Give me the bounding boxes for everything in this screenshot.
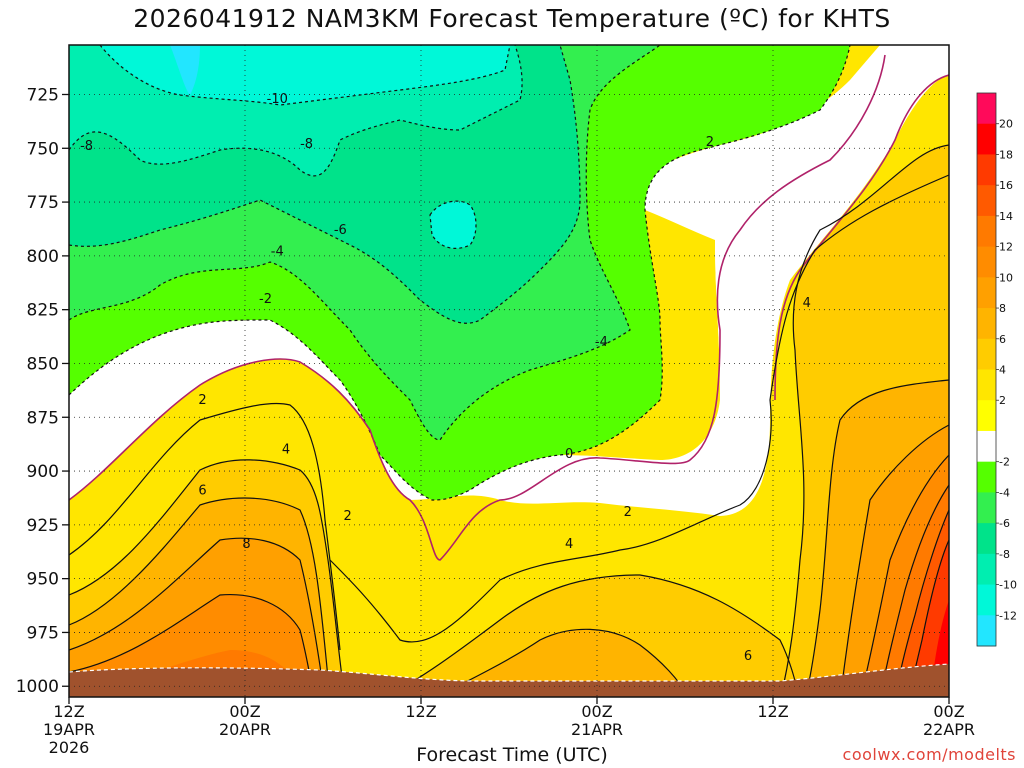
- colorbar-segment: [977, 615, 996, 647]
- plot-frame: [68, 44, 950, 698]
- colorbar-segment: [977, 523, 996, 555]
- x-tick-text: 00Z: [229, 702, 260, 721]
- colorbar-label: 2: [999, 394, 1006, 407]
- contour-label: 2: [198, 393, 206, 408]
- contour-label: 6: [744, 649, 752, 664]
- x-tick-text: 12Z: [757, 702, 788, 721]
- x-axis-label: Forecast Time (UTC): [416, 744, 608, 766]
- band-neg12-island: [430, 201, 476, 249]
- colorbar-segment: [977, 338, 996, 370]
- x-tick-text: 21APR: [571, 720, 623, 739]
- y-axis: 725 750 775 800 825 850 875 900 925 950 975 1000: [16, 85, 69, 697]
- colorbar-label: 16: [999, 179, 1013, 192]
- temperature-field: [69, 45, 949, 697]
- contour-labels: -10 -8 -8 -6 -4 -2 -4 2 4 0 2 4 2 6 8 2 4 6: [80, 92, 811, 664]
- colorbar-label: -4: [999, 486, 1010, 499]
- y-tick-label: 825: [27, 301, 59, 321]
- colorbar-label: 18: [999, 148, 1013, 161]
- colorbar-segment: [977, 308, 996, 340]
- colorbar-segment: [977, 123, 996, 155]
- colorbar-segment: [977, 461, 996, 493]
- y-tick-label: 925: [27, 516, 59, 536]
- contour-label: -8: [300, 137, 313, 152]
- x-tick-text: 22APR: [923, 720, 975, 739]
- contour-label: 8: [242, 537, 250, 552]
- colorbar: 20 18 16 14 12 10 8 6 4 2 -2 -4 -6 -8 -10 -12: [976, 92, 1017, 647]
- contour-label: -4: [271, 245, 284, 260]
- contour-label: -8: [80, 139, 93, 154]
- contour-label: -10: [267, 92, 288, 107]
- grid: [69, 45, 949, 697]
- contour-lines: [69, 45, 949, 697]
- colorbar-segment: [977, 369, 996, 401]
- x-tick-text: 20APR: [219, 720, 271, 739]
- y-tick-label: 725: [27, 85, 59, 105]
- colorbar-label: -6: [999, 517, 1010, 530]
- contour-label: 2: [624, 505, 632, 520]
- y-tick-label: 975: [27, 623, 59, 643]
- colorbar-label: 4: [999, 364, 1006, 377]
- y-tick-label: 950: [27, 570, 59, 590]
- contour-label: 4: [803, 296, 811, 311]
- colorbar-label: 14: [999, 210, 1013, 223]
- colorbar-label: -12: [999, 609, 1017, 622]
- contour-label: 4: [565, 537, 573, 552]
- contour-label: 2: [344, 509, 352, 524]
- colorbar-segment: [977, 553, 996, 586]
- y-tick-label: 775: [27, 193, 59, 213]
- colorbar-segment: [977, 277, 996, 309]
- x-tick-label: 12Z: [405, 702, 436, 721]
- y-tick-label: 750: [27, 139, 59, 159]
- band-6-8-mid: [435, 629, 689, 697]
- band-neg10-neg12: [100, 45, 510, 105]
- contour-label: 0: [565, 447, 573, 462]
- colorbar-segment: [977, 154, 996, 186]
- x-tick-text: 19APR: [43, 720, 95, 739]
- credit-text[interactable]: coolwx.com/modelts: [842, 745, 1016, 764]
- contour-label: -2: [259, 292, 272, 307]
- x-tick-text: 00Z: [581, 702, 612, 721]
- contour-label: -4: [595, 335, 608, 350]
- colorbar-label: -2: [999, 456, 1010, 469]
- y-tick-label: 800: [27, 247, 59, 267]
- y-tick-label: 1000: [16, 677, 59, 697]
- colorbar-label: 20: [999, 118, 1013, 131]
- colorbar-segment: [977, 215, 996, 248]
- x-tick-label: 12Z: [757, 702, 788, 721]
- y-tick-label: 875: [27, 408, 59, 428]
- contour-label: 4: [282, 443, 290, 458]
- colorbar-segment: [977, 246, 996, 278]
- contour-label: -6: [334, 223, 347, 238]
- chart-title: 2026041912 NAM3KM Forecast Temperature (…: [133, 4, 891, 33]
- colorbar-label: 10: [999, 271, 1013, 284]
- band-0-2-upper: [645, 45, 949, 512]
- x-tick-text: 12Z: [53, 702, 84, 721]
- contour-label: 6: [198, 483, 206, 498]
- colorbar-segment: [977, 93, 996, 125]
- contour-label: 2: [706, 135, 714, 150]
- x-tick-text: 2026: [49, 738, 90, 757]
- band-lt-neg12: [170, 45, 200, 95]
- colorbar-segment: [977, 492, 996, 524]
- colorbar-label: 6: [999, 333, 1006, 346]
- x-tick-text: 12Z: [405, 702, 436, 721]
- colorbar-label: -10: [999, 579, 1017, 592]
- colorbar-segment: [977, 584, 996, 616]
- y-tick-label: 900: [27, 462, 59, 482]
- terrain: [69, 664, 949, 697]
- x-tick-text: 00Z: [933, 702, 964, 721]
- colorbar-segment: [977, 430, 996, 463]
- colorbar-segment: [977, 400, 996, 432]
- colorbar-label: 12: [999, 241, 1013, 254]
- y-tick-label: 850: [27, 354, 59, 374]
- colorbar-label: 8: [999, 302, 1006, 315]
- colorbar-segment: [977, 185, 996, 217]
- colorbar-label: -8: [999, 548, 1010, 561]
